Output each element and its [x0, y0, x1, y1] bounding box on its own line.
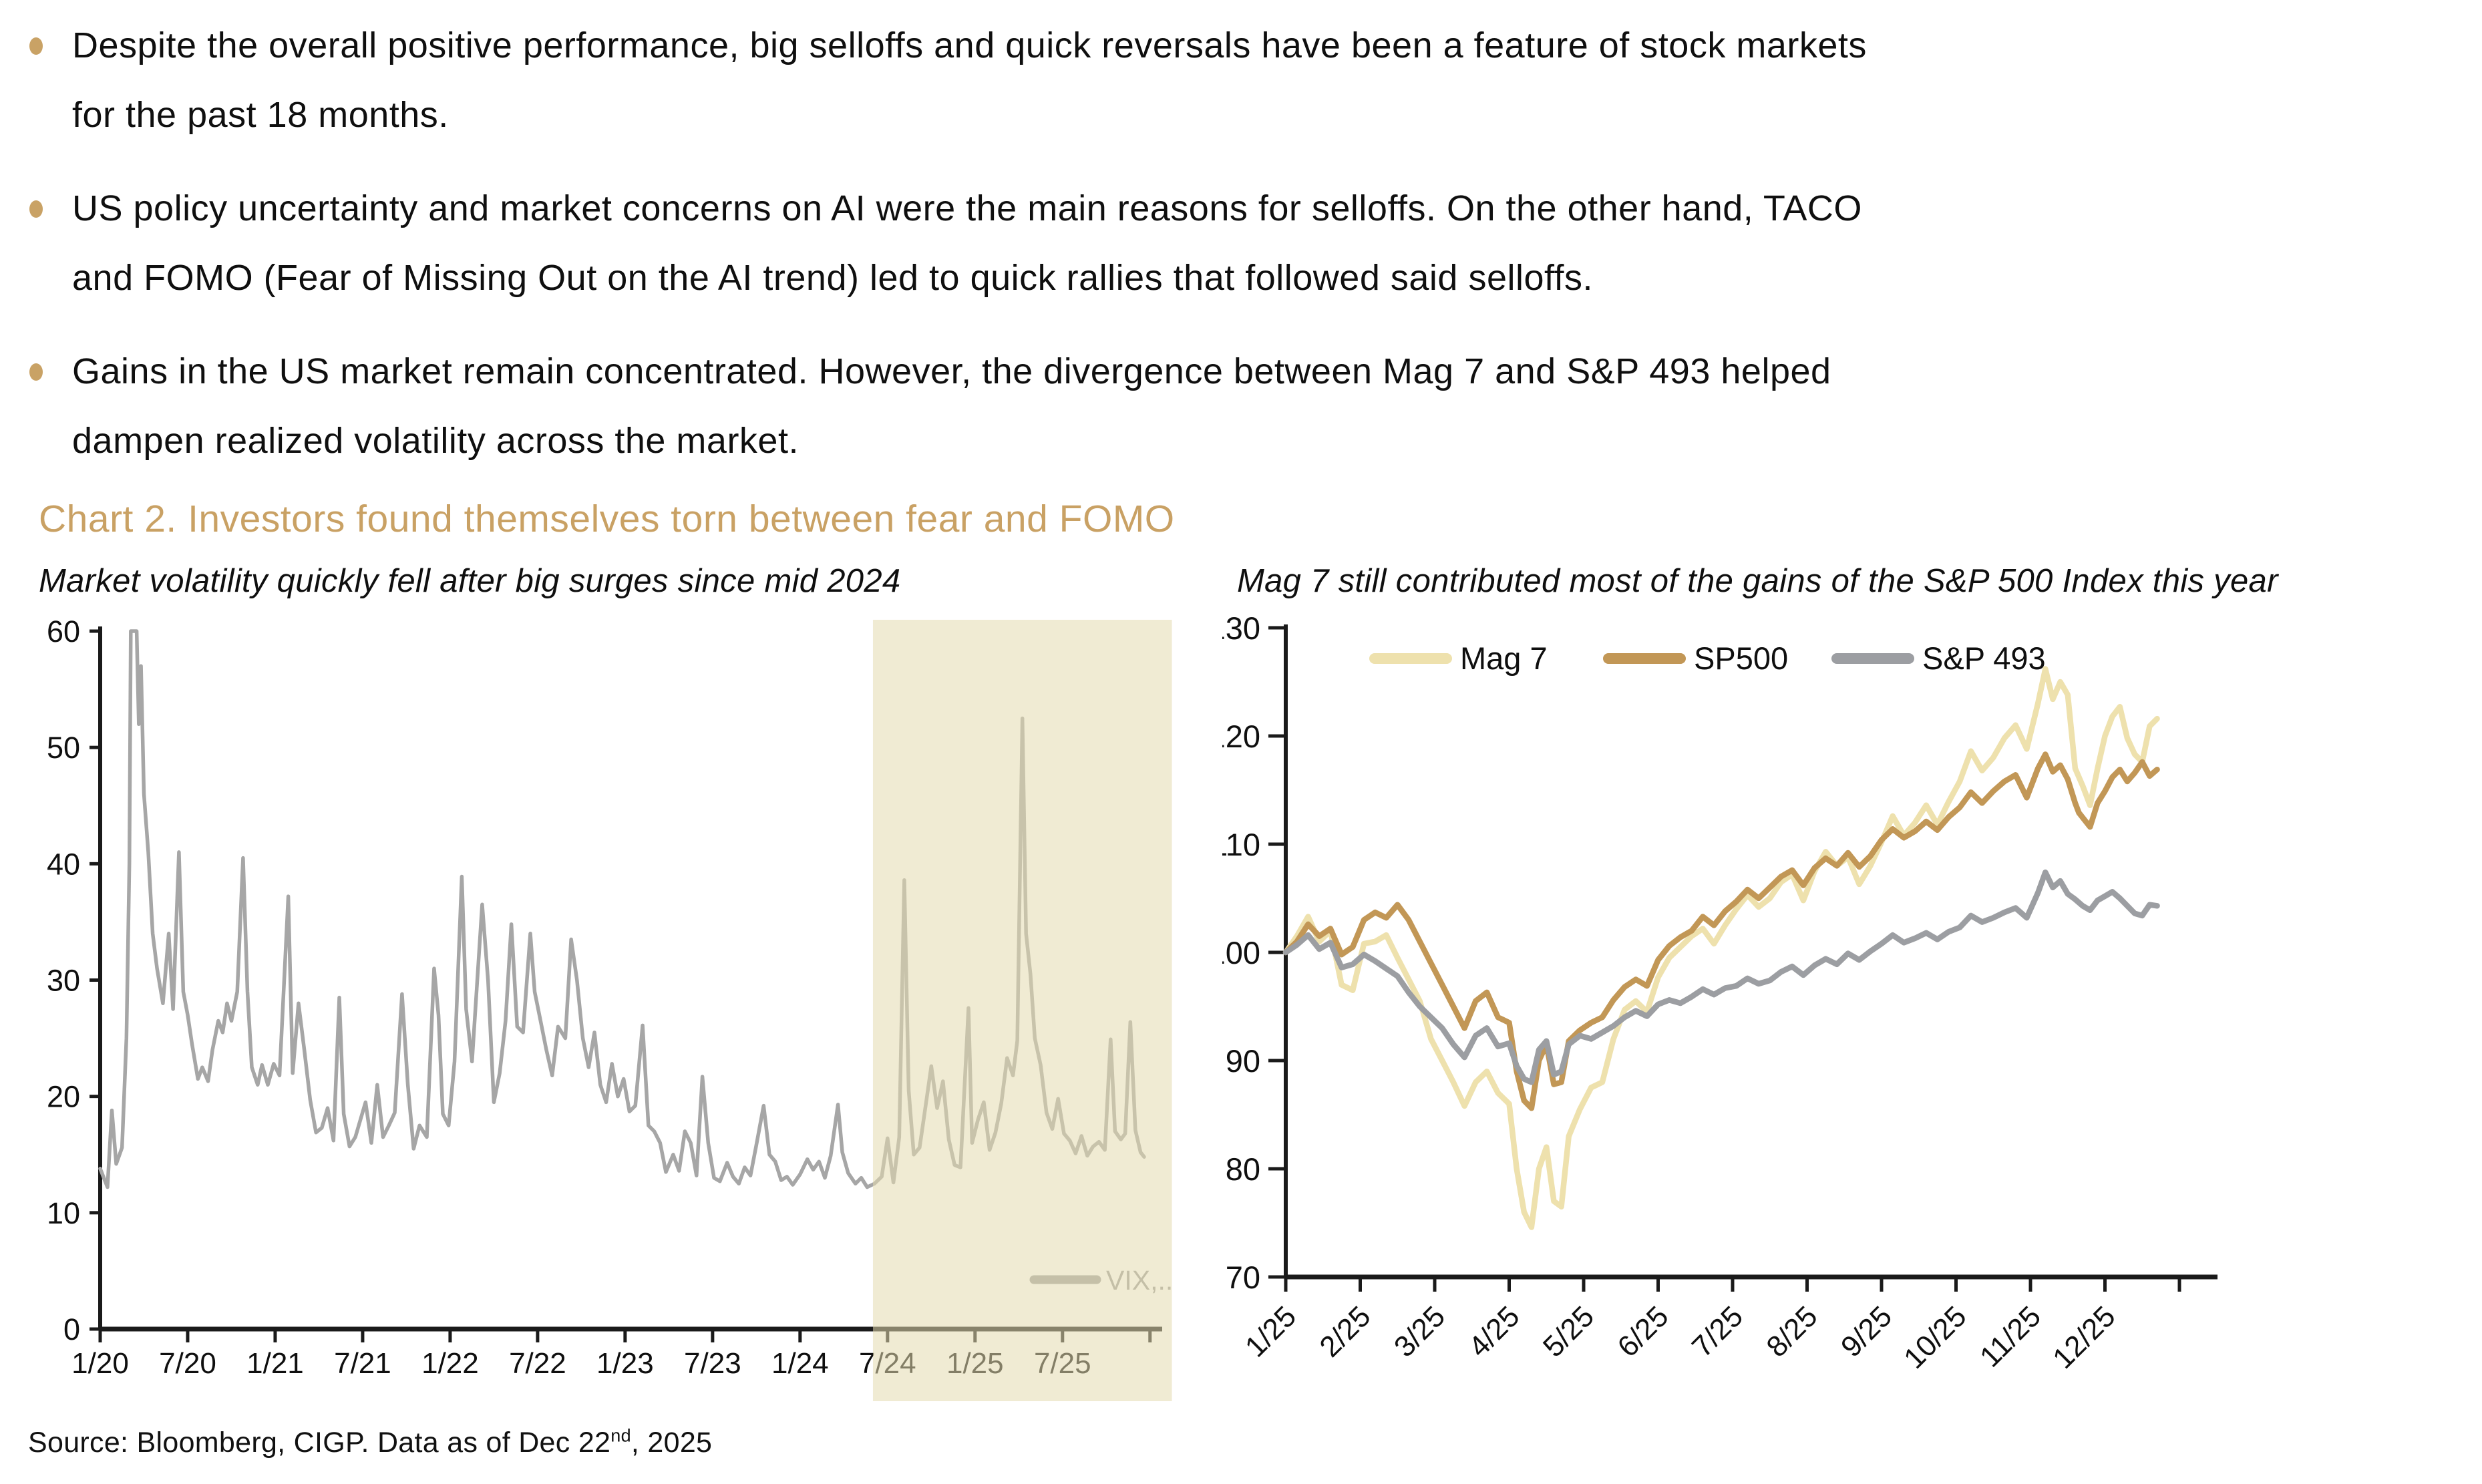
x-axis-label: 7/20: [159, 1347, 216, 1380]
bullet-text: Despite the overall positive performance…: [72, 25, 1867, 135]
y-axis-label: 20: [47, 1080, 80, 1114]
chart-section-title: Chart 2. Investors found themselves torn…: [39, 498, 1175, 540]
x-axis-label: 1/22: [421, 1347, 479, 1380]
x-axis-label: 12/25: [2047, 1300, 2122, 1375]
bullet-text: Gains in the US market remain concentrat…: [72, 351, 1831, 461]
legend-label: SP500: [1694, 640, 1788, 676]
y-axis-label: 120: [1222, 719, 1260, 754]
y-axis-label: 90: [1226, 1043, 1260, 1079]
source-text: Source: Bloomberg, CIGP. Data as of Dec …: [28, 1427, 611, 1459]
series-line-s-p-493: [1282, 869, 2160, 1085]
bullet-icon: [29, 200, 43, 218]
y-axis-label: 30: [47, 964, 80, 998]
x-axis-label: 8/25: [1760, 1300, 1823, 1363]
source-note: Source: Bloomberg, CIGP. Data as of Dec …: [28, 1427, 712, 1459]
bullet-text: US policy uncertainty and market concern…: [72, 188, 1862, 298]
index-chart: Mag 7 SP500 S&P 493 70 80 90 100 110 120 130 1/252…: [1222, 614, 2218, 1375]
x-axis-label: 7/21: [334, 1347, 391, 1380]
x-axis-label: 1/24: [771, 1347, 829, 1380]
y-axis-label: 0: [63, 1312, 80, 1346]
x-axis-label: 4/25: [1462, 1300, 1526, 1363]
source-superscript: nd: [610, 1425, 631, 1446]
bullet-item: US policy uncertainty and market concern…: [28, 174, 2455, 313]
bullet-item: Despite the overall positive performance…: [28, 11, 2455, 150]
series-line-mag-7: [1282, 666, 2160, 1230]
vix-chart: 0 10 20 30 40 50 60 1/20 7/20 1/21 7/21 1/22 7/22 1/2…: [47, 614, 1173, 1401]
highlight-region: [872, 620, 1172, 1401]
source-text: , 2025: [631, 1427, 713, 1459]
x-axis-label: 6/25: [1611, 1300, 1674, 1363]
y-axis-label: 60: [47, 614, 80, 648]
legend-label: S&P 493: [1922, 640, 2046, 676]
x-axis-label: 1/23: [596, 1347, 654, 1380]
legend-label: Mag 7: [1460, 640, 1548, 676]
bullet-item: Gains in the US market remain concentrat…: [28, 337, 2455, 476]
x-axis-label: 11/25: [1974, 1300, 2047, 1373]
x-axis-label: 3/25: [1388, 1300, 1451, 1363]
x-axis-label: 1/20: [71, 1347, 129, 1380]
y-axis-label: 70: [1226, 1260, 1260, 1295]
x-axis-label: 1/25: [1239, 1300, 1302, 1363]
bullet-icon: [29, 363, 43, 381]
x-axis-label: 10/25: [1898, 1300, 1973, 1375]
y-axis-label: 40: [47, 847, 80, 881]
y-axis-label: 80: [1226, 1151, 1260, 1187]
y-axis-label: 10: [47, 1196, 80, 1230]
y-axis-label: 130: [1222, 614, 1260, 646]
y-axis-label: 110: [1222, 827, 1260, 862]
x-axis-label: 7/22: [509, 1347, 566, 1380]
x-axis-label: 2/25: [1313, 1300, 1377, 1363]
x-axis-label: 7/23: [684, 1347, 741, 1380]
bullet-icon: [29, 37, 43, 55]
y-axis-label: 100: [1222, 935, 1260, 970]
index-chart-subtitle: Mag 7 still contributed most of the gain…: [1237, 563, 2278, 599]
vix-chart-subtitle: Market volatility quickly fell after big…: [39, 563, 901, 599]
y-axis-label: 50: [47, 731, 80, 765]
x-axis-label: 7/25: [1686, 1300, 1749, 1363]
x-axis-label: 9/25: [1835, 1300, 1898, 1363]
x-axis-label: 5/25: [1537, 1300, 1600, 1363]
bullet-list: Despite the overall positive performance…: [28, 11, 2455, 500]
x-axis-label: 1/21: [246, 1347, 304, 1380]
series-line-sp500: [1282, 751, 2160, 1111]
